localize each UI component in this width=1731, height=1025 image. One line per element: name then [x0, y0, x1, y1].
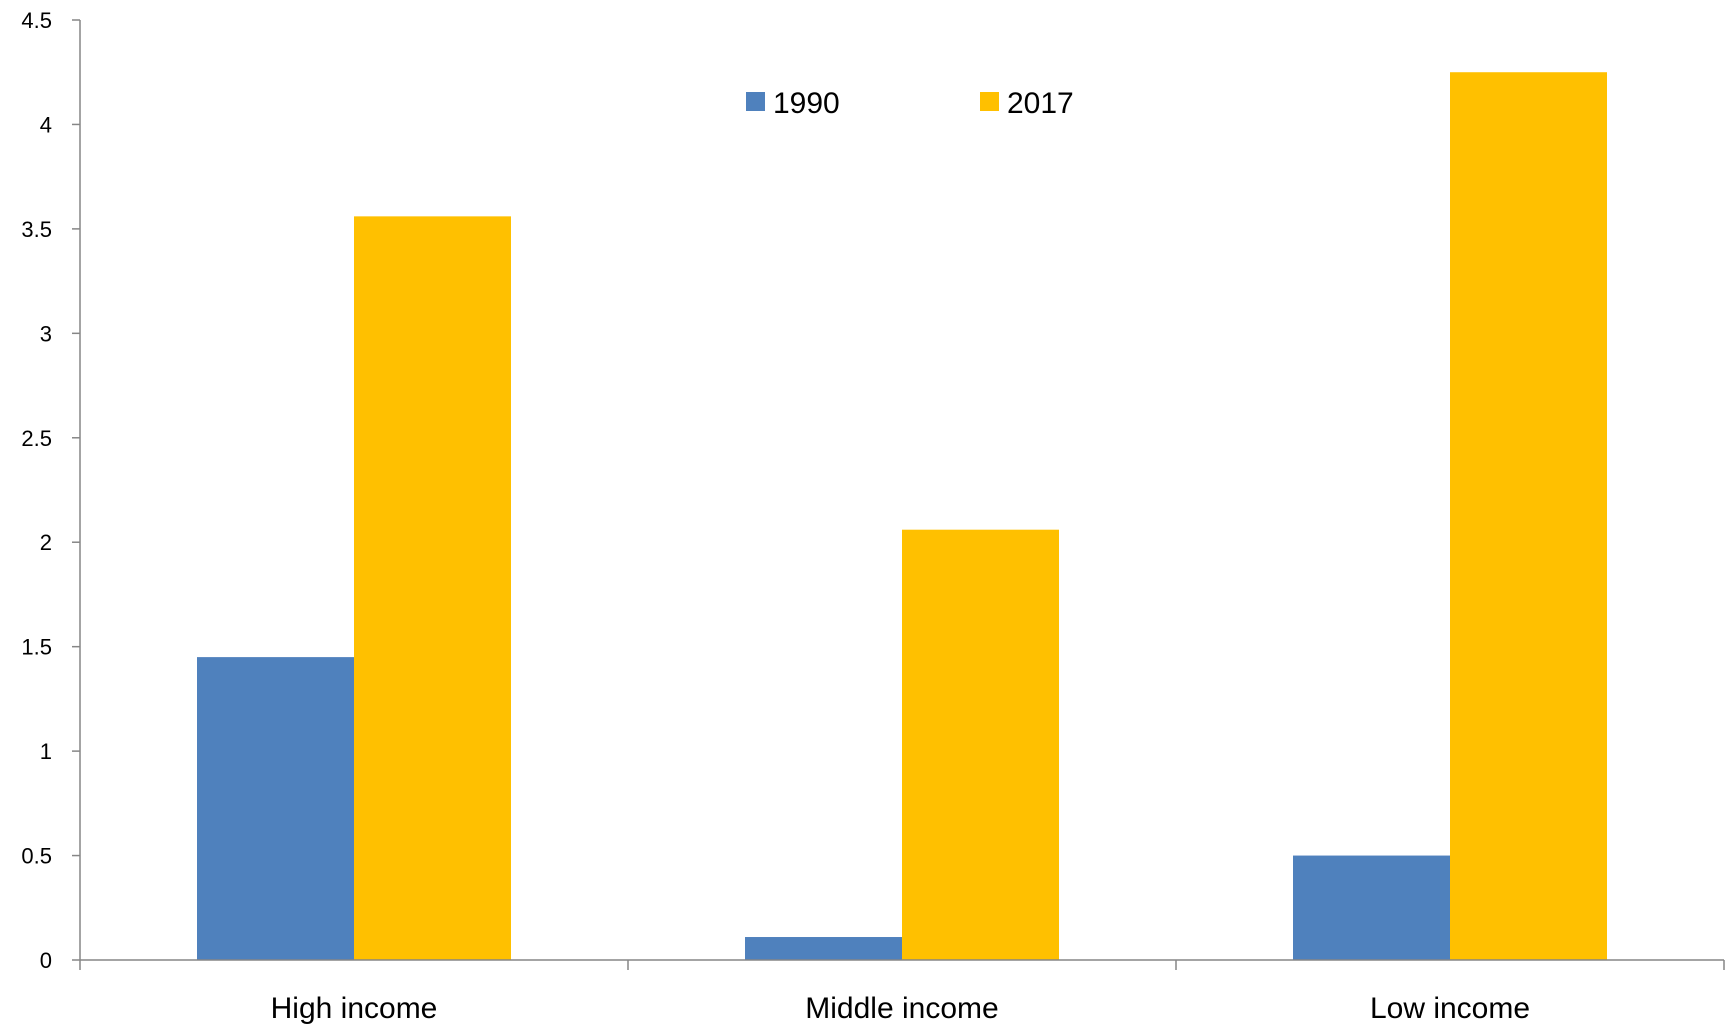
y-tick-label: 4.5 [21, 8, 52, 33]
bar-2017-high-income [354, 216, 511, 960]
y-tick-label: 4 [40, 112, 52, 137]
x-category-label: Middle income [805, 992, 998, 1025]
bar-1990-middle-income [745, 937, 902, 960]
bars [197, 72, 1607, 960]
y-axis-ticks: 0 0.5 1 1.5 2 2.5 3 3.5 4 4.5 [21, 8, 80, 973]
y-tick-label: 3.5 [21, 217, 52, 242]
x-axis-labels: High income Middle income Low income [271, 992, 1530, 1025]
legend: 1990 2017 [746, 87, 1074, 120]
y-tick-label: 1 [40, 739, 52, 764]
bar-1990-high-income [197, 657, 354, 960]
y-tick-label: 2.5 [21, 426, 52, 451]
legend-label: 2017 [1007, 87, 1074, 120]
legend-swatch [980, 92, 999, 111]
bar-2017-low-income [1450, 72, 1607, 960]
bar-2017-middle-income [902, 529, 1059, 960]
y-tick-label: 2 [40, 530, 52, 555]
y-tick-label: 1.5 [21, 635, 52, 660]
x-category-label: Low income [1370, 992, 1530, 1025]
y-tick-label: 3 [40, 321, 52, 346]
x-axis-ticks [79, 960, 1725, 970]
bar-1990-low-income [1293, 855, 1450, 960]
legend-label: 1990 [773, 87, 840, 120]
y-tick-label: 0 [40, 948, 52, 973]
legend-swatch [746, 92, 765, 111]
y-tick-label: 0.5 [21, 844, 52, 869]
x-category-label: High income [271, 992, 438, 1025]
